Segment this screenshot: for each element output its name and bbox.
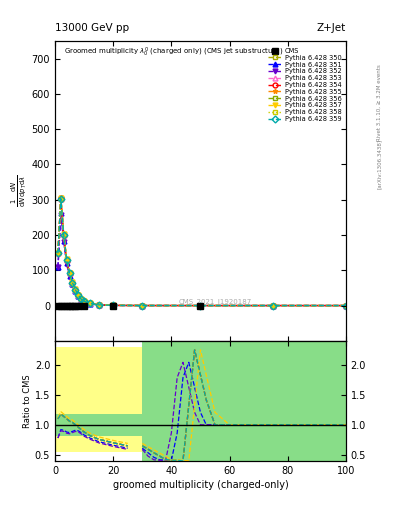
Legend: CMS, Pythia 6.428 350, Pythia 6.428 351, Pythia 6.428 352, Pythia 6.428 353, Pyt: CMS, Pythia 6.428 350, Pythia 6.428 351,… [265,45,345,124]
Bar [55,414,142,436]
X-axis label: groomed multiplicity (charged-only): groomed multiplicity (charged-only) [112,480,288,490]
Text: Groomed multiplicity $\lambda_0^0$ (charged only) (CMS jet substructure): Groomed multiplicity $\lambda_0^0$ (char… [64,46,283,59]
Text: 13000 GeV pp: 13000 GeV pp [55,23,129,33]
Text: Rivet 3.1.10, ≥ 3.2M events: Rivet 3.1.10, ≥ 3.2M events [377,64,382,141]
Y-axis label: Ratio to CMS: Ratio to CMS [23,374,32,428]
Bar [55,347,142,452]
Text: CMS_2021_I1920187: CMS_2021_I1920187 [178,298,252,305]
Text: [arXiv:1306.3438]: [arXiv:1306.3438] [377,139,382,189]
Text: Z+Jet: Z+Jet [317,23,346,33]
Bar [142,341,346,461]
Y-axis label: $\frac{1}{\mathrm{d}N}\frac{\mathrm{d}N}{\mathrm{d}p_T\mathrm{d}\lambda}$: $\frac{1}{\mathrm{d}N}\frac{\mathrm{d}N}… [9,175,29,207]
